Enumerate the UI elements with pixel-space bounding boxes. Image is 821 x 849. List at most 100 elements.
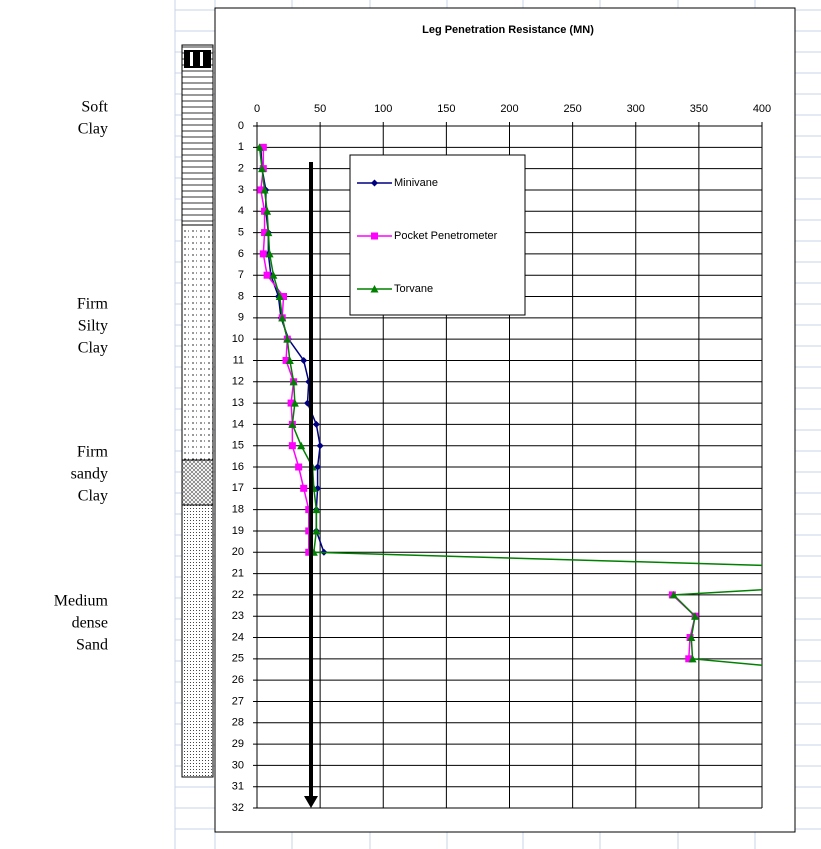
top-block-gap [200,52,203,66]
y-tick-label: 28 [232,717,244,729]
y-tick-label: 24 [232,631,244,643]
y-tick-label: 0 [238,120,244,132]
marker [685,655,693,663]
marker [263,207,272,215]
stratum-label: Clay [78,340,108,357]
y-tick-label: 9 [238,312,244,324]
y-tick-label: 29 [232,738,244,750]
marker [305,548,313,556]
y-tick-label: 11 [233,354,244,366]
x-tick-label: 50 [314,103,326,115]
y-tick-label: 4 [238,205,244,217]
chart-frame [214,7,796,833]
y-tick-label: 30 [232,759,244,771]
marker [305,527,313,535]
marker [312,420,320,428]
x-tick-label: 150 [437,103,455,115]
stratum-label: Silty [78,318,108,335]
x-tick-label: 200 [500,103,518,115]
y-tick-label: 16 [232,461,244,473]
marker [305,506,313,514]
y-tick-label: 5 [238,226,244,238]
y-tick-label: 6 [238,248,244,260]
marker [269,271,278,279]
y-tick-label: 8 [238,290,244,302]
stratum-label: Clay [78,121,108,138]
y-tick-label: 22 [232,589,244,601]
legend-label: Torvane [394,283,433,295]
y-tick-label: 2 [238,163,244,175]
stratum-label: Medium [54,593,109,610]
marker [261,207,269,215]
x-tick-label: 350 [690,103,708,115]
marker [264,228,273,237]
y-tick-label: 32 [232,802,244,814]
marker [688,654,697,663]
strata-labels: Soft Clay Firm Silty Clay Firm sandy Clay Medium… [54,99,109,654]
x-tick-label: 300 [627,103,645,115]
y-tick-label: 23 [232,610,244,622]
marker [312,505,321,514]
legend-label: Pocket Penetrometer [394,230,498,242]
stratum-label: sandy [71,466,108,483]
y-tick-label: 27 [232,695,244,707]
y-tick-label: 17 [232,482,244,494]
marker [314,463,322,471]
silty-clay-layer [181,224,214,461]
soft-clay-layer [181,44,214,226]
plot [257,143,762,666]
stratum-label: Soft [81,99,108,116]
top-block [184,50,211,68]
y-tick-label: 18 [232,504,244,516]
y-tick-label: 3 [238,184,244,196]
top-block-gap [190,52,193,66]
y-tick-label: 12 [232,376,244,388]
marker [283,335,292,343]
depth-arrow [304,162,318,808]
marker [257,143,264,151]
marker [295,463,303,471]
marker [316,442,324,450]
marker [370,285,379,293]
y-tick-label: 20 [232,546,244,558]
marker [265,249,274,258]
y-tick-label: 21 [232,567,244,579]
sand-layer [181,504,214,778]
y-tick-label: 15 [232,440,244,452]
marker [371,232,378,240]
marker [288,442,296,450]
marker [300,356,308,364]
marker [285,356,294,364]
y-tick-label: 10 [232,333,244,345]
marker [687,633,696,641]
y-tick-label: 7 [238,269,244,281]
marker [290,399,299,407]
stratum-label: dense [72,615,108,632]
marker [371,179,378,187]
marker [280,293,288,300]
x-tick-label: 250 [563,103,581,115]
marker [259,143,267,151]
marker [289,377,298,386]
marker [669,590,678,599]
y-tick-label: 14 [232,418,244,430]
chart-title: Leg Penetration Resistance (MN) [422,24,594,36]
marker [258,164,267,173]
y-tick-label: 1 [238,141,244,153]
y-tick-label: 13 [232,397,244,409]
sandy-clay-layer [181,459,214,506]
y-tick-label: 26 [232,674,244,686]
marker [287,399,295,407]
marker [263,271,271,279]
stratum-label: Firm [77,296,109,313]
marker [691,612,700,620]
marker [259,250,267,258]
legend: Minivane Pocket Penetrometer Torvane [349,154,526,316]
stratum-label: Firm [77,444,109,461]
legend-label: Minivane [394,177,438,189]
x-tick-label: 100 [374,103,392,115]
marker [261,229,269,237]
stratum-label: Sand [76,637,108,654]
marker [282,356,290,364]
